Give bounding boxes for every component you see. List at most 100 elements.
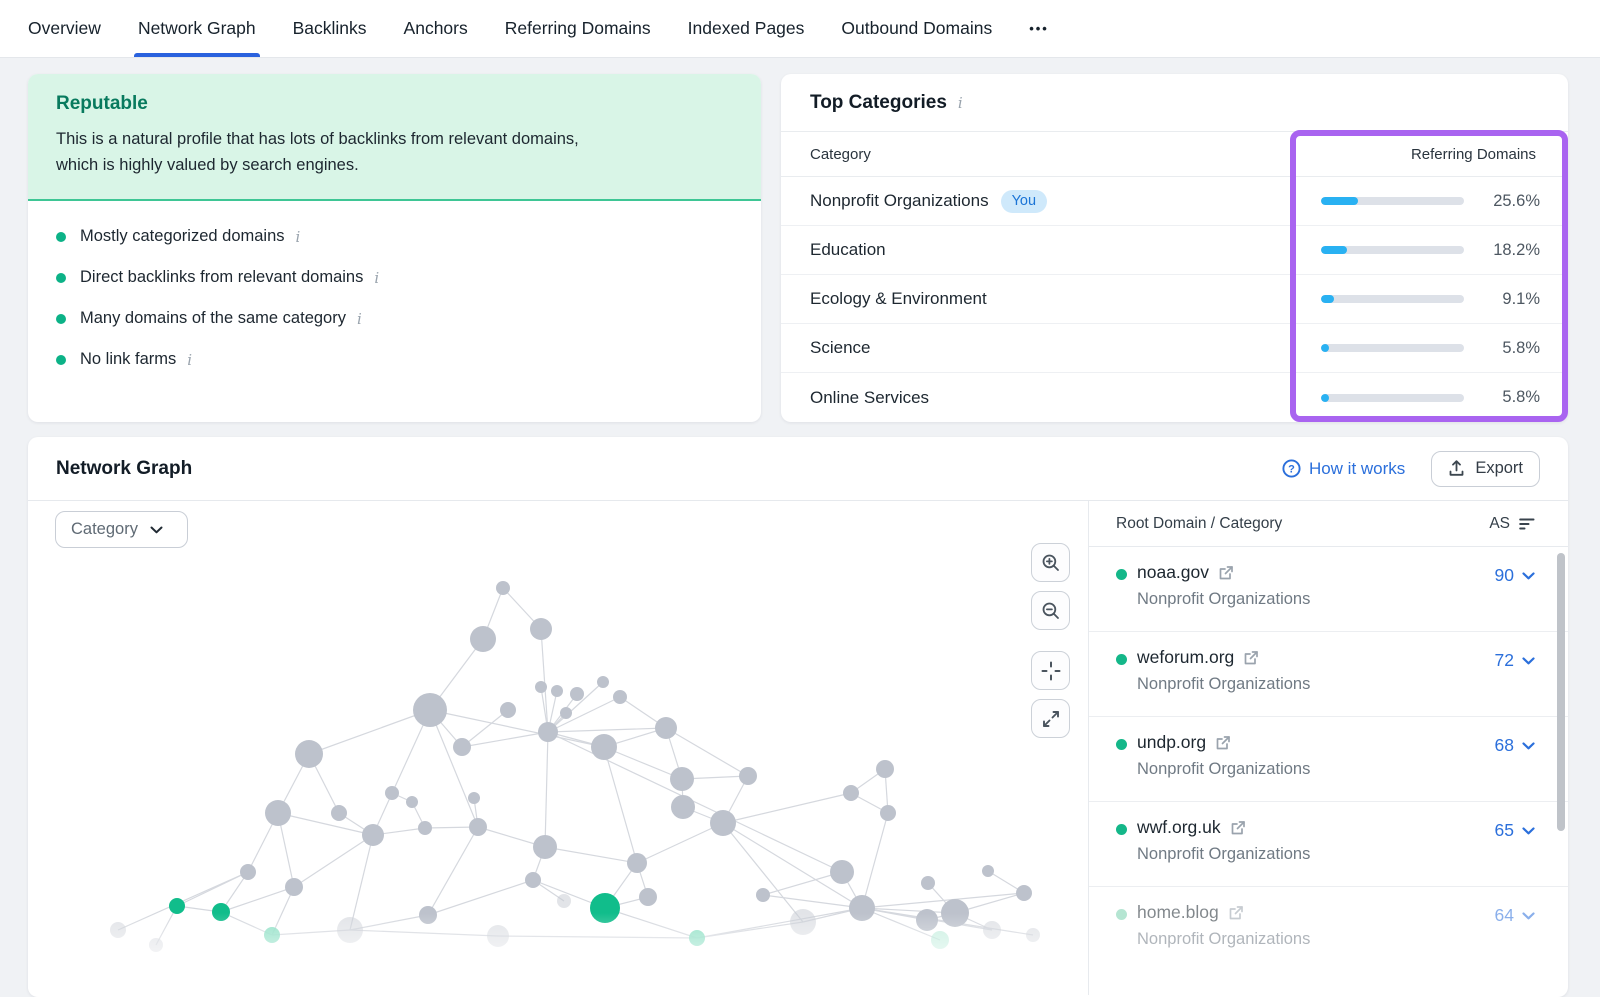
external-link-icon[interactable] [1228,905,1244,921]
tab-referring-domains[interactable]: Referring Domains [504,18,651,38]
as-value-toggle[interactable]: 68 [1495,735,1535,756]
graph-node[interactable] [560,707,572,719]
domain-link[interactable]: wwf.org.uk [1137,817,1221,837]
network-graph-canvas[interactable] [28,501,1088,995]
as-value-toggle[interactable]: 65 [1495,820,1535,841]
graph-node[interactable] [295,740,323,768]
graph-node[interactable] [496,581,510,595]
graph-node[interactable] [265,800,291,826]
graph-node[interactable] [941,899,969,927]
graph-node[interactable] [212,903,230,921]
tab-outbound-domains[interactable]: Outbound Domains [841,18,993,38]
graph-node[interactable] [790,909,816,935]
sort-by-as-control[interactable]: AS [1489,515,1535,533]
info-icon[interactable]: i [187,350,193,369]
graph-node[interactable] [739,767,757,785]
info-icon[interactable]: i [957,93,963,112]
graph-node[interactable] [469,818,487,836]
domain-link[interactable]: weforum.org [1137,647,1235,667]
external-link-icon[interactable] [1218,565,1234,581]
graph-node[interactable] [655,717,677,739]
domain-link[interactable]: undp.org [1137,732,1207,752]
graph-node[interactable] [670,767,694,791]
tab-anchors[interactable]: Anchors [403,18,468,38]
graph-node[interactable] [1016,885,1032,901]
tab-network-graph[interactable]: Network Graph [133,0,260,57]
graph-node[interactable] [487,925,509,947]
as-value-toggle[interactable]: 90 [1495,565,1535,586]
graph-node[interactable] [413,693,447,727]
graph-node[interactable] [671,795,695,819]
as-value-toggle[interactable]: 72 [1495,650,1535,671]
graph-node[interactable] [149,938,163,952]
graph-node[interactable] [500,702,516,718]
graph-node[interactable] [453,738,471,756]
export-button[interactable]: Export [1431,450,1540,487]
external-link-icon[interactable] [1230,820,1246,836]
external-link-icon[interactable] [1215,735,1231,751]
graph-node[interactable] [983,921,1001,939]
graph-node[interactable] [337,917,363,943]
graph-node[interactable] [538,722,558,742]
as-value-toggle[interactable]: 64 [1495,905,1535,926]
graph-node[interactable] [591,734,617,760]
tab-indexed-pages[interactable]: Indexed Pages [687,18,805,38]
graph-node[interactable] [931,931,949,949]
info-icon[interactable]: i [374,268,380,287]
graph-node[interactable] [331,805,347,821]
graph-node[interactable] [843,785,859,801]
graph-node[interactable] [639,888,657,906]
graph-node[interactable] [535,681,547,693]
graph-node[interactable] [921,876,935,890]
tabs-more-icon[interactable]: ••• [1029,21,1049,36]
graph-node[interactable] [285,878,303,896]
graph-node[interactable] [240,864,256,880]
graph-node[interactable] [627,853,647,873]
tab-backlinks[interactable]: Backlinks [292,18,367,38]
graph-node[interactable] [613,690,627,704]
graph-node[interactable] [533,835,557,859]
graph-node[interactable] [551,685,563,697]
external-link-icon[interactable] [1243,650,1259,666]
graph-node[interactable] [849,895,875,921]
category-filter-dropdown[interactable]: Category [55,511,188,548]
center-crosshair-button[interactable] [1031,651,1070,690]
graph-node[interactable] [470,626,496,652]
graph-node[interactable] [525,872,541,888]
graph-node[interactable] [689,930,705,946]
domain-link[interactable]: noaa.gov [1137,562,1210,582]
graph-node[interactable] [710,810,736,836]
graph-node[interactable] [557,894,571,908]
graph-node[interactable] [880,805,896,821]
graph-node[interactable] [468,792,480,804]
graph-node[interactable] [418,821,432,835]
graph-node[interactable] [362,824,384,846]
check-label: No link farms [80,350,177,369]
graph-node[interactable] [590,893,620,923]
tab-overview[interactable]: Overview [28,18,101,38]
graph-node[interactable] [264,927,280,943]
list-scrollbar[interactable] [1557,553,1565,831]
domain-row: wwf.org.uk Nonprofit Organizations 65 [1089,802,1568,887]
domain-link[interactable]: home.blog [1137,902,1219,922]
graph-node[interactable] [830,860,854,884]
expand-fullscreen-button[interactable] [1031,699,1070,738]
info-icon[interactable]: i [295,227,301,246]
graph-node[interactable] [876,760,894,778]
graph-node[interactable] [530,618,552,640]
zoom-in-button[interactable] [1031,543,1070,582]
zoom-out-button[interactable] [1031,591,1070,630]
graph-node[interactable] [385,786,399,800]
graph-node[interactable] [916,909,938,931]
graph-node[interactable] [169,898,185,914]
graph-node[interactable] [419,906,437,924]
info-icon[interactable]: i [356,309,362,328]
graph-node[interactable] [406,796,418,808]
graph-node[interactable] [982,865,994,877]
graph-node[interactable] [1026,928,1040,942]
graph-node[interactable] [110,922,126,938]
graph-node[interactable] [570,687,584,701]
how-it-works-link[interactable]: ? How it works [1282,459,1405,479]
graph-node[interactable] [756,888,770,902]
graph-node[interactable] [597,676,609,688]
